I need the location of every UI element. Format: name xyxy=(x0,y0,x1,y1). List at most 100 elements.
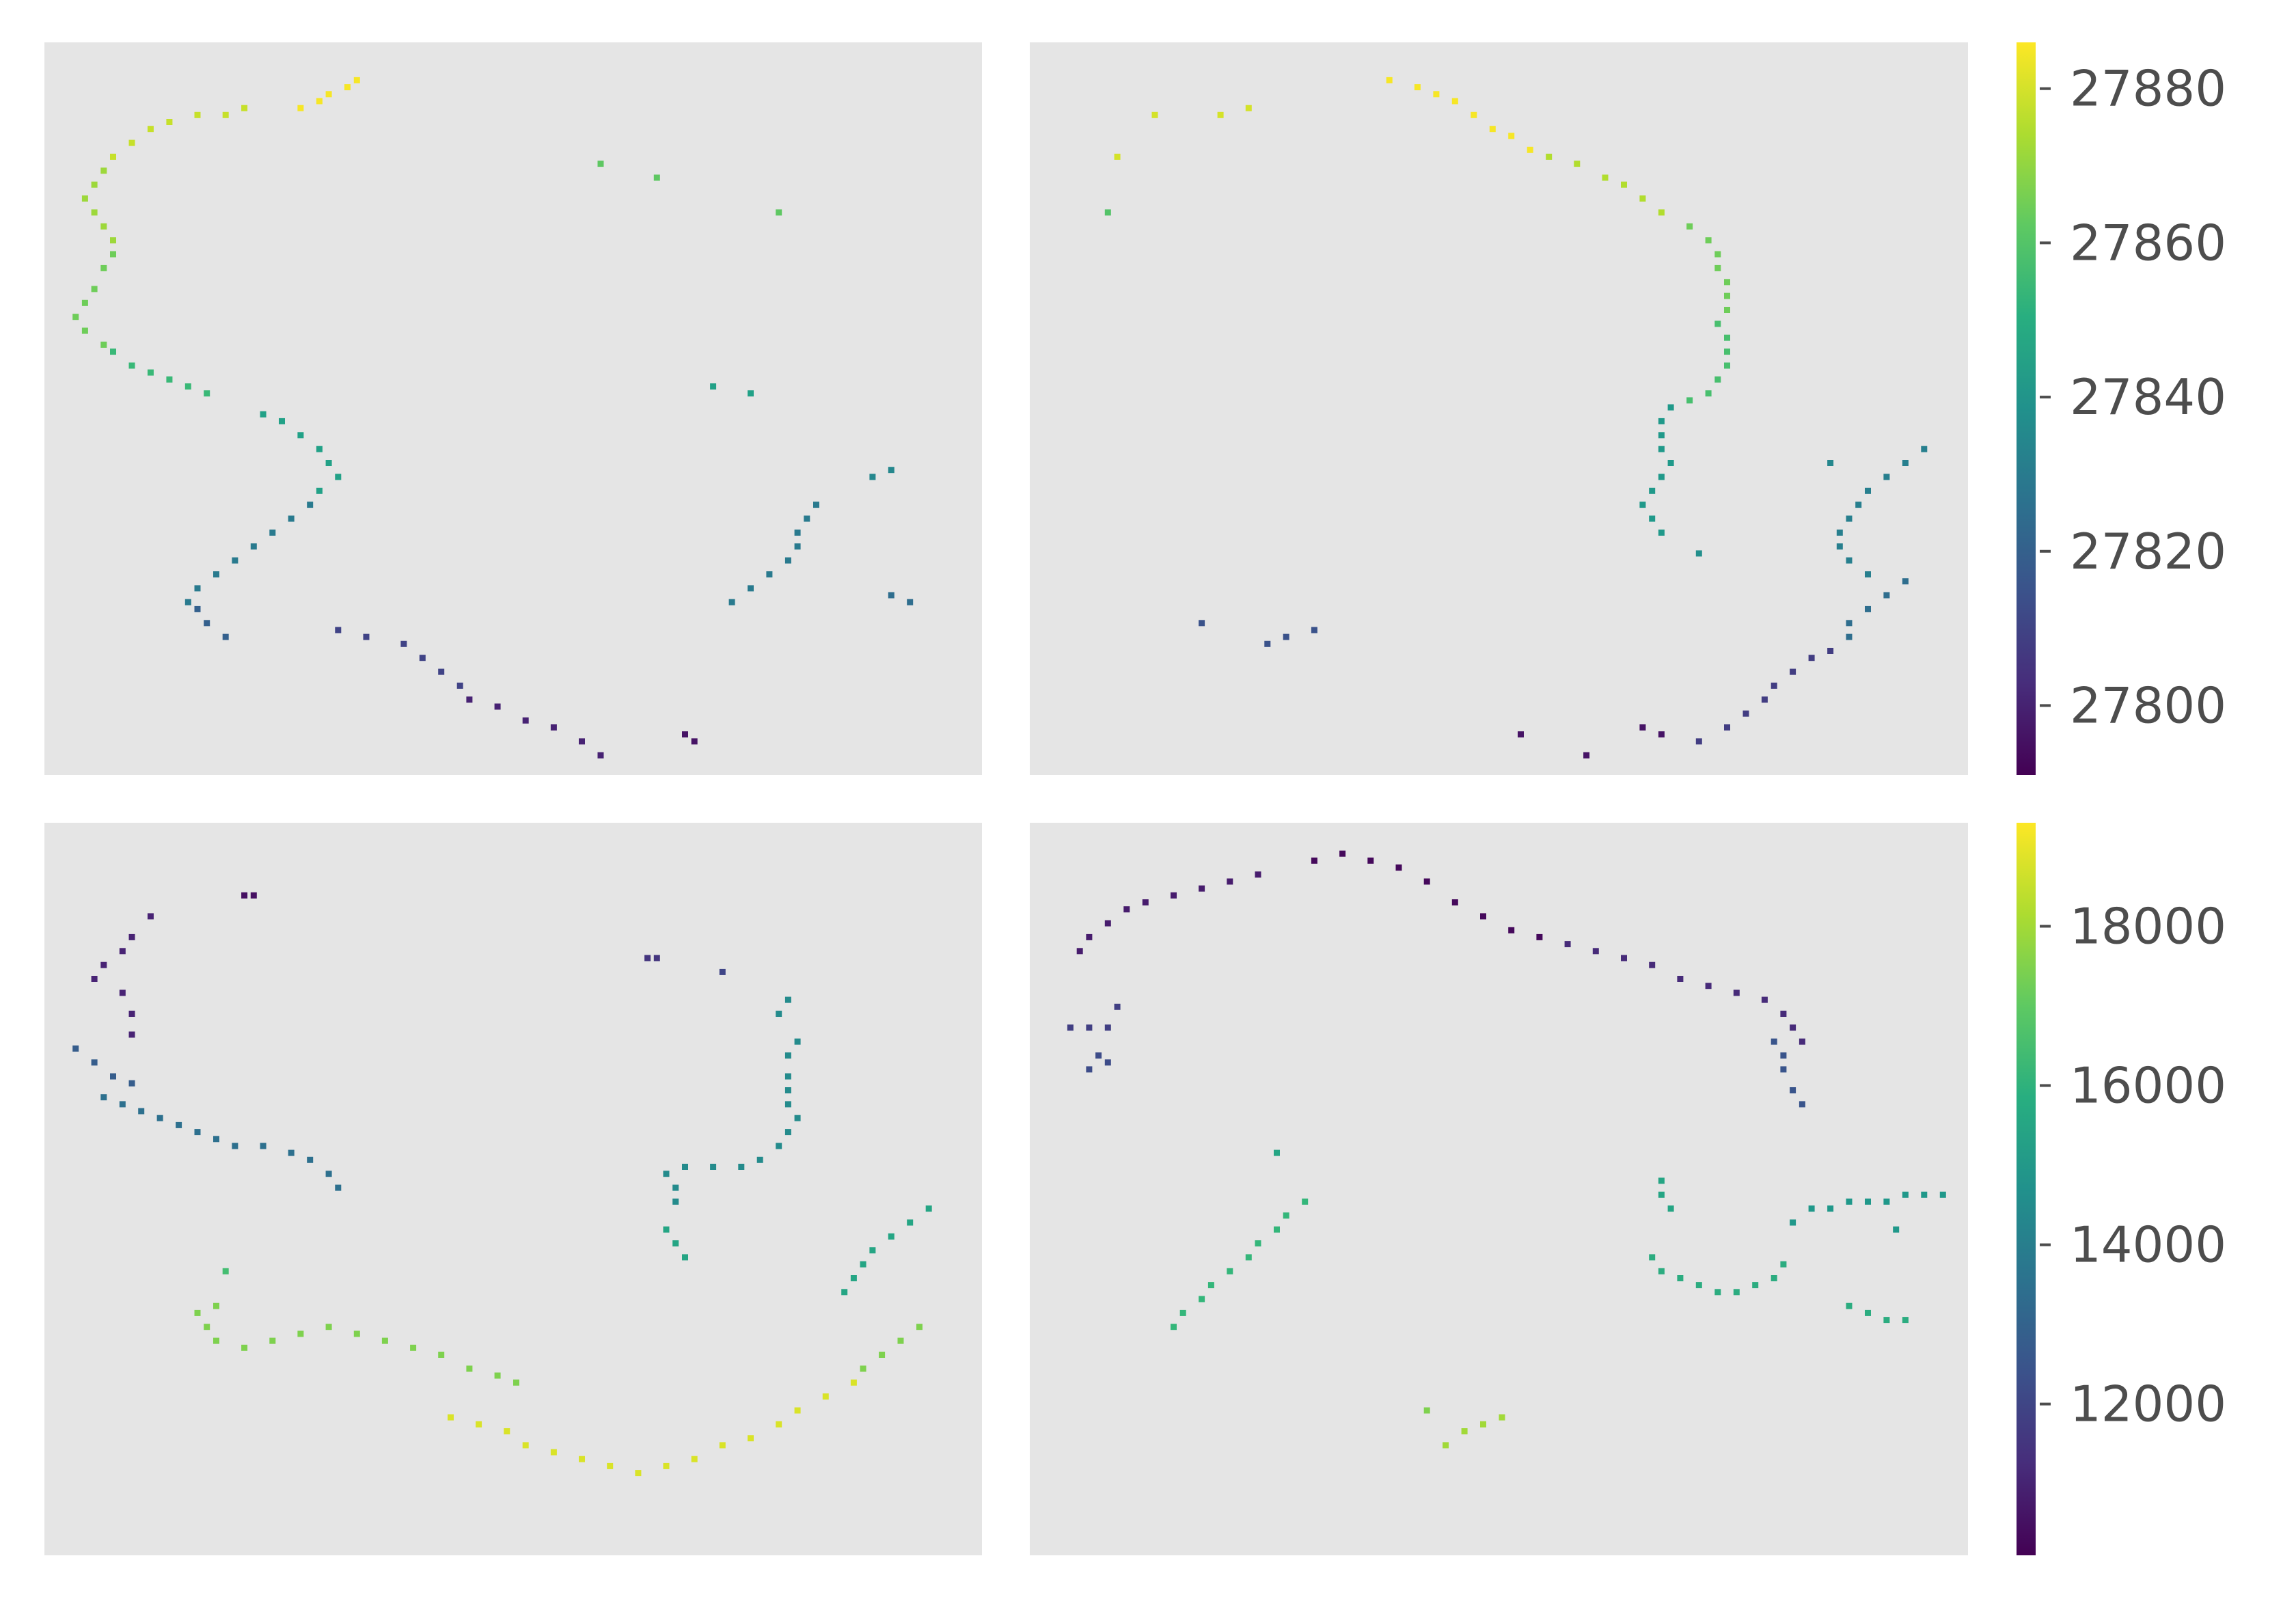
trace-pixel xyxy=(1639,724,1646,731)
trace-pixel xyxy=(100,961,107,968)
trace-pixel xyxy=(260,411,266,418)
trace-pixel xyxy=(128,139,135,146)
trace-pixel xyxy=(1423,1407,1430,1414)
trace-pixel xyxy=(1658,1177,1665,1184)
trace-pixel xyxy=(784,1073,791,1080)
trace-pixel xyxy=(110,153,116,160)
trace-pixel xyxy=(269,529,276,536)
trace-pixel xyxy=(663,1171,670,1177)
trace-pixel xyxy=(1274,1149,1280,1156)
colorbar-tick-label: 27860 xyxy=(2070,214,2226,271)
trace-pixel xyxy=(1104,920,1111,927)
trace-pixel xyxy=(353,1330,360,1337)
trace-pixel xyxy=(1283,633,1289,640)
trace-pixel xyxy=(1780,1261,1787,1268)
trace-pixel xyxy=(1489,126,1496,133)
trace-pixel xyxy=(250,543,257,550)
trace-pixel xyxy=(1790,1024,1796,1031)
colorbar-tick-label: 27800 xyxy=(2070,677,2226,734)
trace-pixel xyxy=(635,1470,642,1477)
trace-pixel xyxy=(288,1149,295,1156)
trace-pixel xyxy=(448,1414,454,1421)
trace-pixel xyxy=(1742,710,1749,717)
trace-pixel xyxy=(1339,850,1346,857)
trace-pixel xyxy=(1527,146,1533,153)
trace-pixel xyxy=(794,1407,801,1414)
trace-pixel xyxy=(907,599,914,605)
trace-pixel xyxy=(250,892,257,899)
trace-pixel xyxy=(1076,948,1083,955)
trace-pixel xyxy=(1677,1275,1684,1281)
trace-pixel xyxy=(307,1156,314,1163)
trace-pixel xyxy=(710,1164,717,1170)
trace-pixel xyxy=(888,592,894,599)
trace-pixel xyxy=(1199,620,1205,627)
trace-pixel xyxy=(1546,153,1553,160)
trace-pixel xyxy=(682,731,688,738)
trace-pixel xyxy=(1302,1198,1309,1205)
trace-pixel xyxy=(1714,376,1721,383)
trace-pixel xyxy=(1264,640,1271,647)
trace-pixel xyxy=(1921,1191,1928,1198)
trace-pixel xyxy=(504,1428,510,1434)
trace-pixel xyxy=(1658,446,1665,452)
trace-pixel xyxy=(1564,941,1571,948)
trace-pixel xyxy=(784,1087,791,1093)
trace-pixel xyxy=(1621,181,1627,188)
trace-pixel xyxy=(1902,1317,1909,1324)
trace-pixel xyxy=(297,1330,304,1337)
colorbar-tick-label: 16000 xyxy=(2070,1057,2226,1115)
trace-pixel xyxy=(1883,1198,1890,1205)
trace-pixel xyxy=(100,167,107,174)
trace-pixel xyxy=(1865,571,1871,577)
colorbar-tick-label: 27840 xyxy=(2070,368,2226,426)
trace-pixel xyxy=(860,1261,866,1268)
trace-pixel xyxy=(81,299,88,306)
trace-pixel xyxy=(91,286,98,292)
trace-pixel xyxy=(1771,1038,1777,1045)
trace-pixel xyxy=(381,1337,388,1344)
trace-pixel xyxy=(672,1198,679,1205)
trace-pixel xyxy=(1714,251,1721,258)
trace-pixel xyxy=(1724,724,1730,731)
trace-pixel xyxy=(1451,98,1458,105)
trace-pixel xyxy=(1592,948,1599,955)
trace-pixel xyxy=(1433,91,1440,98)
trace-pixel xyxy=(1104,209,1111,216)
trace-pixel xyxy=(653,174,660,181)
trace-pixel xyxy=(1667,460,1674,466)
trace-pixel xyxy=(1827,648,1834,654)
trace-pixel xyxy=(1686,397,1693,404)
trace-pixel xyxy=(1423,878,1430,885)
trace-pixel xyxy=(579,1456,585,1462)
trace-pixel xyxy=(1865,1309,1871,1316)
trace-pixel xyxy=(550,1449,557,1456)
trace-pixel xyxy=(672,1184,679,1191)
pixel-trace-group xyxy=(1104,77,1928,759)
trace-pixel xyxy=(1602,174,1609,181)
trace-pixel xyxy=(776,1143,782,1149)
trace-pixel xyxy=(128,1011,135,1017)
trace-pixel xyxy=(1114,1003,1121,1010)
trace-pixel xyxy=(1171,1324,1177,1330)
trace-pixel xyxy=(888,467,894,474)
trace-pixel xyxy=(1883,592,1890,599)
trace-pixel xyxy=(1733,1289,1740,1296)
trace-pixel xyxy=(1790,1219,1796,1226)
trace-pixel xyxy=(1846,557,1853,564)
trace-pixel xyxy=(1095,1052,1102,1059)
trace-pixel xyxy=(1865,605,1871,612)
trace-pixel xyxy=(1790,1087,1796,1093)
trace-pixel xyxy=(128,1031,135,1038)
trace-pixel xyxy=(147,913,154,920)
trace-pixel xyxy=(1902,460,1909,466)
trace-pixel xyxy=(110,1073,116,1080)
trace-pixel xyxy=(1086,1024,1093,1031)
trace-pixel xyxy=(438,1352,445,1358)
trace-pixel xyxy=(1846,633,1853,640)
trace-pixel xyxy=(1667,404,1674,411)
trace-pixel xyxy=(128,362,135,369)
trace-pixel xyxy=(438,668,445,675)
trace-pixel xyxy=(325,1324,332,1330)
trace-pixel xyxy=(1227,878,1233,885)
